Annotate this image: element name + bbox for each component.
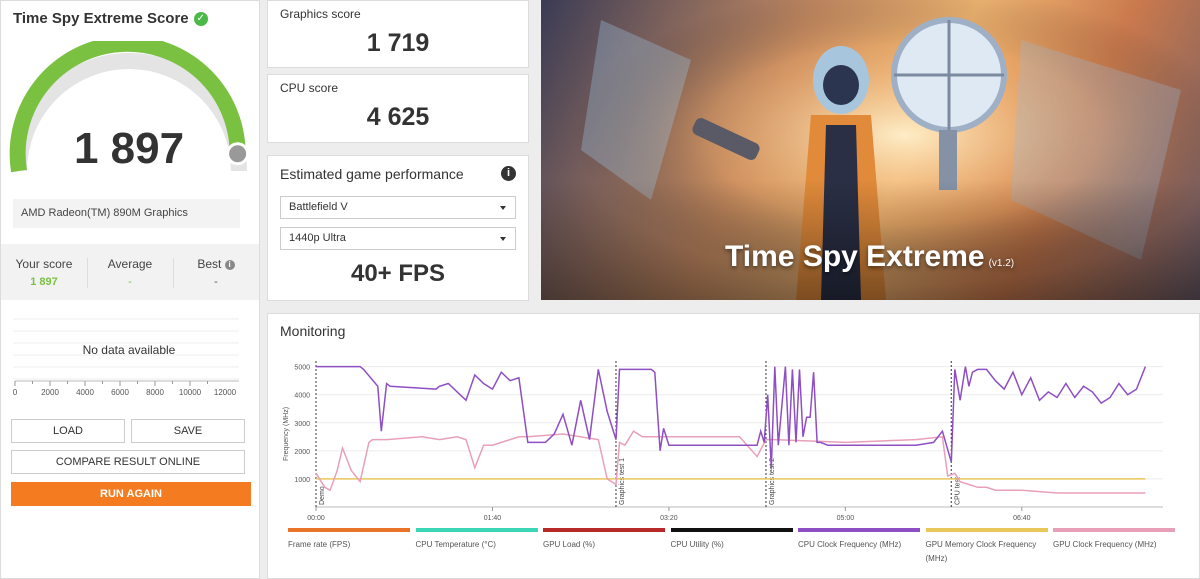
benchmark-hero-image: Time Spy Extreme (v1.2): [541, 0, 1200, 300]
monitoring-chart[interactable]: 1000 2000 3000 4000 5000 00:00 01:40 03:20 05:00…: [268, 314, 1199, 524]
histogram-tick-label: 10000: [179, 388, 202, 397]
no-data-text: No data available: [82, 343, 176, 357]
histogram-tick-label: 4000: [76, 388, 94, 397]
preset-select[interactable]: 1440p Ultra: [280, 227, 516, 250]
score-histogram: 0 2000 4000 6000 8000 10000 12000: [13, 318, 239, 397]
legend-swatch: [925, 528, 1048, 532]
check-icon: ✓: [193, 11, 208, 26]
histogram-tick-label: 2000: [41, 388, 59, 397]
x-tick-label: 03:20: [660, 515, 678, 522]
score-gauge: [9, 41, 250, 173]
info-icon[interactable]: i: [224, 260, 235, 270]
y-tick-label: 2000: [294, 449, 310, 456]
monitoring-panel: 1000 2000 3000 4000 5000 00:00 01:40 03:20 05:00…: [267, 313, 1200, 579]
legend-label: CPU Utility (%): [670, 540, 724, 549]
stat-label: Best: [197, 257, 222, 271]
stat-best: Best i -: [173, 244, 259, 300]
score-title-text: Time Spy Extreme Score: [13, 10, 189, 27]
legend-swatch: [670, 528, 793, 532]
legend-swatch: [288, 528, 410, 532]
histogram-tick-label: 8000: [146, 388, 164, 397]
x-tick-label: 00:00: [307, 515, 325, 522]
hero-artwork: [541, 0, 1200, 300]
gauge-knob: [226, 142, 250, 166]
y-tick-label: 3000: [294, 421, 310, 428]
total-score: 1 897: [73, 124, 185, 173]
x-tick-label: 05:00: [837, 515, 855, 522]
legend-item[interactable]: CPU Utility (%): [670, 528, 793, 552]
hero-version: (v1.2): [988, 258, 1015, 269]
legend-label: CPU Clock Frequency (MHz): [798, 540, 902, 549]
series-line: [316, 365, 1147, 468]
score-title: Time Spy Extreme Score ✓: [13, 10, 208, 27]
game-select[interactable]: Battlefield V: [280, 196, 516, 219]
gpu-name: AMD Radeon(TM) 890M Graphics: [13, 199, 240, 228]
legend-label: GPU Memory Clock Frequency (MHz): [925, 540, 1037, 563]
stat-value: 1 897: [30, 276, 58, 288]
legend-item[interactable]: GPU Memory Clock Frequency (MHz): [925, 528, 1048, 566]
compare-online-button[interactable]: COMPARE RESULT ONLINE: [11, 450, 245, 474]
y-tick-label: 1000: [294, 477, 310, 484]
legend-swatch: [543, 528, 665, 532]
legend-item[interactable]: CPU Temperature (°C): [415, 528, 538, 552]
score-stats: Your score 1 897 Average - Best i -: [1, 244, 259, 300]
stat-label: Your score: [15, 257, 73, 271]
histogram-tick-label: 12000: [214, 388, 237, 397]
phase-label: Graphics test 2: [769, 458, 776, 505]
graphics-score-value: 1 719: [366, 29, 430, 57]
cpu-score-value: 4 625: [366, 103, 430, 131]
score-panel: Time Spy Extreme Score ✓ 1 897 AMD Radeo…: [0, 0, 260, 579]
y-axis-label: Frequency (MHz): [283, 407, 290, 461]
chevron-down-icon: [500, 237, 506, 241]
save-button[interactable]: SAVE: [131, 419, 245, 443]
gauge-fill: [9, 41, 246, 173]
phase-label: Graphics test 1: [619, 458, 626, 505]
legend-item[interactable]: CPU Clock Frequency (MHz): [798, 528, 920, 552]
preset-select-value: 1440p Ultra: [289, 232, 346, 244]
game-select-value: Battlefield V: [289, 201, 348, 213]
hero-title: Time Spy Extreme (v1.2): [725, 240, 1014, 274]
series-line: [315, 430, 1146, 494]
histogram-tick-label: 0: [13, 388, 18, 397]
cpu-score-card: CPU score 4 625: [267, 74, 529, 143]
legend-swatch: [798, 528, 920, 532]
legend-label: GPU Load (%): [543, 540, 596, 549]
phase-label: CPU test: [954, 477, 961, 505]
phase-label: Demo: [319, 486, 326, 505]
stat-value: -: [214, 276, 218, 288]
legend-label: CPU Temperature (°C): [415, 540, 496, 549]
x-tick-label: 01:40: [484, 515, 502, 522]
game-performance-card: Estimated game performance i Battlefield…: [267, 155, 529, 301]
cpu-score-label: CPU score: [280, 81, 339, 95]
legend-label: GPU Clock Frequency (MHz): [1053, 540, 1157, 549]
chevron-down-icon: [500, 206, 506, 210]
hero-title-text: Time Spy Extreme: [725, 240, 985, 273]
legend-item[interactable]: GPU Clock Frequency (MHz): [1053, 528, 1175, 552]
y-tick-label: 4000: [294, 393, 310, 400]
legend-swatch: [415, 528, 538, 532]
game-performance-title: Estimated game performance: [280, 166, 464, 182]
graphics-score-label: Graphics score: [280, 7, 361, 21]
monitoring-title: Monitoring: [280, 323, 346, 339]
info-icon[interactable]: i: [501, 166, 516, 181]
x-tick-label: 06:40: [1013, 515, 1031, 522]
legend-swatch: [1053, 528, 1175, 532]
run-again-button[interactable]: RUN AGAIN: [11, 482, 251, 506]
stat-label: Average: [107, 257, 153, 271]
legend-item[interactable]: GPU Load (%): [543, 528, 665, 552]
legend-label: Frame rate (FPS): [288, 540, 351, 549]
load-button[interactable]: LOAD: [11, 419, 125, 443]
estimated-fps: 40+ FPS: [350, 260, 446, 287]
stat-average: Average -: [87, 244, 173, 300]
y-tick-label: 5000: [294, 365, 310, 372]
stat-your-score: Your score 1 897: [1, 244, 87, 300]
stat-value: -: [128, 276, 132, 288]
histogram-tick-label: 6000: [111, 388, 129, 397]
legend-item[interactable]: Frame rate (FPS): [288, 528, 410, 552]
graphics-score-card: Graphics score 1 719: [267, 0, 529, 68]
